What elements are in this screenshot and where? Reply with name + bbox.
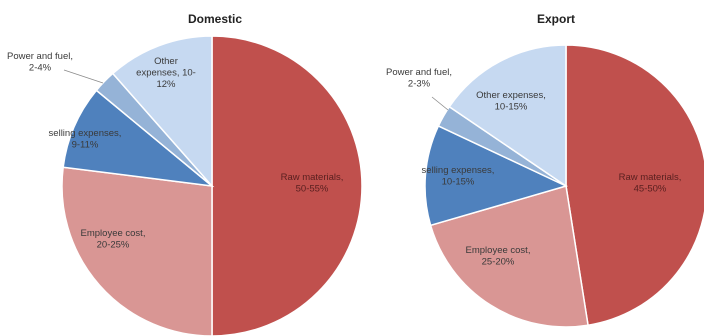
domestic-pie-slices <box>61 35 363 336</box>
domestic-chart: Domestic Raw materials, 50-55% Employee co… <box>7 12 363 336</box>
domestic-slice-raw-materials <box>211 35 363 336</box>
domestic-label-selling-expenses-line: 9-11% <box>72 140 99 151</box>
export-label-raw-materials-line: Raw materials, <box>619 172 682 183</box>
domestic-chart-title: Domestic <box>188 12 242 26</box>
export-label-power-and-fuel: Power and fuel, 2-3% <box>386 67 452 90</box>
domestic-leader-power-and-fuel <box>63 69 104 84</box>
domestic-slice-selling-expenses <box>62 89 215 188</box>
domestic-label-employee-cost-line: 20-25% <box>97 240 130 251</box>
domestic-label-power-and-fuel-line: 2-4% <box>29 63 52 74</box>
export-label-raw-materials-line: 45-50% <box>634 184 667 195</box>
domestic-slice-other-expenses <box>111 35 213 188</box>
export-leader-power-and-fuel <box>431 96 449 111</box>
domestic-slice-labels: Raw materials, 50-55% Employee cost, 20-25%… <box>7 51 343 251</box>
export-chart-title: Export <box>537 12 575 26</box>
export-label-employee-cost-line: Employee cost, <box>466 245 531 256</box>
domestic-label-raw-materials-line: 50-55% <box>296 184 329 195</box>
export-pie-slices <box>424 44 704 328</box>
domestic-label-power-and-fuel: Power and fuel, 2-4% <box>7 51 73 74</box>
domestic-label-raw-materials-line: Raw materials, <box>281 172 344 183</box>
domestic-label-employee-cost: Employee cost, 20-25% <box>81 228 146 251</box>
export-label-employee-cost-line: 25-20% <box>482 257 515 268</box>
export-label-power-and-fuel-line: 2-3% <box>408 79 431 90</box>
export-label-other-expenses-line: 10-15% <box>495 102 528 113</box>
export-slice-employee-cost <box>429 185 589 328</box>
export-label-selling-expenses-line: 10-15% <box>442 177 475 188</box>
export-label-raw-materials: Raw materials, 45-50% <box>619 172 682 195</box>
export-slice-selling-expenses <box>424 124 569 227</box>
export-label-other-expenses: Other expenses, 10-15% <box>476 90 546 113</box>
domestic-label-selling-expenses-line: selling expenses, <box>49 128 122 139</box>
export-label-other-expenses-line: Other expenses, <box>476 90 546 101</box>
domestic-label-other-expenses-line: 12% <box>156 79 176 90</box>
export-label-selling-expenses: selling expenses, 10-15% <box>422 165 495 188</box>
domestic-label-selling-expenses: selling expenses, 9-11% <box>49 128 122 151</box>
export-label-power-and-fuel-line: Power and fuel, <box>386 67 452 78</box>
export-slice-other-expenses <box>448 44 567 188</box>
domestic-label-other-expenses: Other expenses, 10-12% <box>136 56 196 90</box>
domestic-label-employee-cost-line: Employee cost, <box>81 228 146 239</box>
export-label-selling-expenses-line: selling expenses, <box>422 165 495 176</box>
export-leader-lines <box>431 96 449 111</box>
export-label-employee-cost: Employee cost, 25-20% <box>466 245 531 268</box>
domestic-label-other-expenses-line: expenses, 10- <box>136 68 196 79</box>
domestic-label-raw-materials: Raw materials, 50-55% <box>281 172 344 195</box>
export-slice-labels: Raw materials, 45-50% Employee cost, 25-20%… <box>386 67 681 268</box>
export-slice-raw-materials <box>565 44 704 327</box>
domestic-label-other-expenses-line: Other <box>154 56 178 67</box>
domestic-leader-lines <box>63 69 104 84</box>
domestic-slice-employee-cost <box>61 166 213 336</box>
export-chart: Export Raw materials, 45-50% Employee cost… <box>386 12 704 328</box>
domestic-label-power-and-fuel-line: Power and fuel, <box>7 51 73 62</box>
